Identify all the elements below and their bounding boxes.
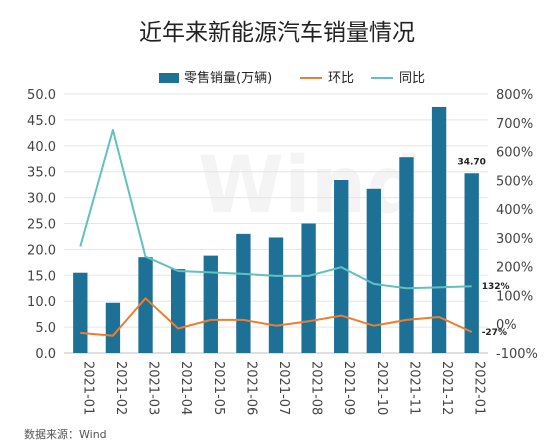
y-left-tick: 15.0 [27,269,56,284]
y-right-tick: 400% [496,203,533,218]
data-label-line: 132% [482,282,510,292]
x-tick: 2021-10 [374,361,389,415]
legend-swatch-sales [159,73,179,83]
y-right-tick: 0% [496,318,517,333]
x-tick: 2021-01 [80,361,95,415]
line-yoy [79,129,472,290]
legend-label-yoy: 同比 [399,71,425,86]
x-tick: 2021-02 [113,361,128,415]
y-left-tick: 0.0 [35,347,56,362]
x-tick: 2021-06 [243,361,258,415]
bar-sales [366,188,382,353]
bar-sales [464,173,479,353]
y-left-tick: 50.0 [27,88,56,103]
x-tick: 2021-12 [439,361,454,415]
y-left-tick: 45.0 [27,114,56,129]
bar-sales [170,269,186,353]
legend-label-sales: 零售销量(万辆) [184,70,272,86]
bar-sales [138,257,153,353]
x-tick: 2022-01 [472,361,487,415]
bar-sales [73,272,88,353]
watermark: Wind [198,141,422,231]
x-tick: 2021-08 [309,361,324,415]
y-right-tick: 100% [496,289,533,304]
x-tick: 2021-03 [146,361,161,415]
bar-sales [105,302,121,353]
x-tick: 2021-07 [276,361,291,415]
y-left-tick: 25.0 [27,218,56,233]
y-right-tick: 700% [496,117,533,132]
y-left-tick: 30.0 [27,192,56,207]
y-left-tick: 40.0 [27,140,56,155]
data-label-bar: 34.70 [457,157,485,167]
chart-title: 近年来新能源汽车销量情况 [139,20,415,46]
data-label-line: -27% [482,328,507,338]
y-right-tick: 800% [496,88,533,103]
bar-sales [236,233,251,353]
x-tick: 2021-04 [178,361,193,415]
bar-sales [431,106,447,353]
x-tick: 2021-05 [211,361,226,415]
x-tick: 2021-09 [341,361,356,415]
y-right-tick: 600% [496,146,533,161]
y-right-tick: 200% [496,261,533,276]
bar-sales [399,157,414,353]
y-right-tick: 500% [496,174,533,189]
y-left-tick: 5.0 [35,321,56,336]
y-left-tick: 20.0 [27,243,56,258]
line-mom [80,297,473,337]
y-right-tick: 300% [496,232,533,247]
source-note: 数据来源：Wind [24,427,107,441]
bar-sales [203,255,218,353]
y-left-tick: 35.0 [27,166,56,181]
x-tick: 2021-11 [406,361,421,415]
y-right-tick: -100% [496,347,538,362]
legend-label-mom: 环比 [328,71,354,86]
bar-sales [301,223,316,353]
y-left-tick: 10.0 [27,295,56,310]
bar-sales [268,237,284,353]
